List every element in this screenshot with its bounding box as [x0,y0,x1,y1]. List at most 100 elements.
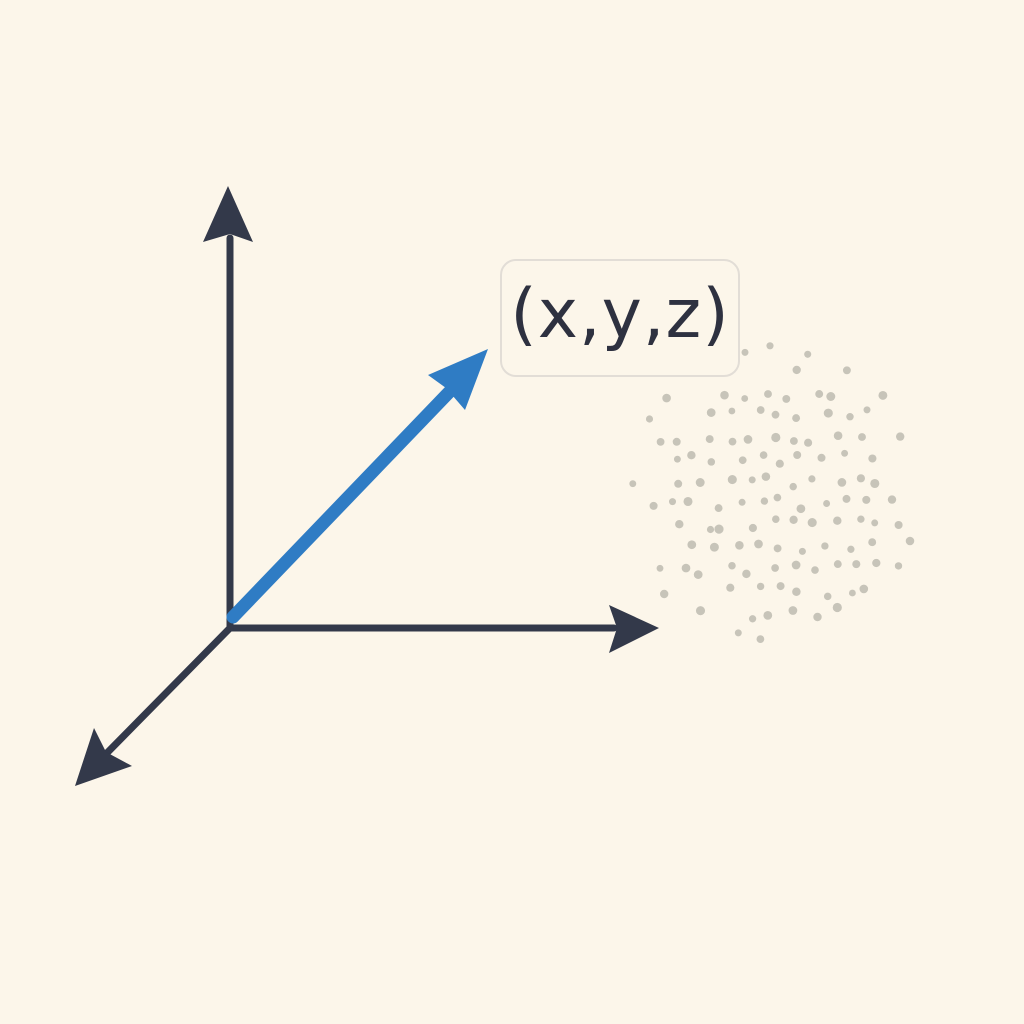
point-cloud-dot [815,390,824,398]
point-cloud-dot [706,408,716,417]
point-cloud-dot [645,415,654,423]
point-cloud-dot [894,562,903,570]
point-cloud-dot [695,478,705,487]
coordinate-label: (x,y,z) [510,275,730,354]
point-cloud-dot [789,515,798,524]
point-cloud-dot [709,542,719,552]
point-cloud-dot [788,606,798,615]
point-cloud-dot [728,407,736,415]
point-cloud-dot [748,523,757,533]
point-cloud-dot [773,544,782,553]
point-cloud-dot [743,435,753,444]
point-cloud-dot [741,395,749,402]
point-cloud-dot [727,475,737,485]
point-cloud-dot [735,541,744,550]
point-cloud-dot [821,542,829,550]
point-cloud-dot [629,480,637,488]
z-axis-line [100,624,234,760]
point-cloud-dot [748,476,756,484]
point-cloud-dot [720,390,729,400]
point-cloud-dot [798,547,806,555]
point-cloud-dot [870,478,880,489]
point-cloud-dot [776,582,785,591]
coordinate-label-box: (x,y,z) [500,259,740,377]
point-cloud-dot [754,539,763,549]
point-cloud-dot [674,479,683,488]
point-cloud-dot [683,496,693,507]
point-cloud-dot [887,495,897,504]
point-cloud-dot [856,474,866,483]
point-cloud-dot [656,437,665,446]
point-cloud-dot [796,504,806,514]
point-cloud-dot [833,516,842,525]
point-cloud-dot [672,437,681,446]
point-cloud-dot [793,451,802,459]
point-cloud-dot [748,615,757,623]
point-cloud-dot [771,564,779,572]
point-cloud-dot [813,612,822,622]
point-cloud-dot [756,635,765,643]
point-cloud-dot [871,519,879,527]
point-cloud-dot [792,587,801,597]
point-cloud-dot [687,451,696,460]
point-cloud-dot [728,561,736,570]
point-cloud-dot [852,560,861,569]
point-cloud-dot [771,432,781,443]
point-cloud-dot [862,495,871,504]
point-cloud-dot [858,433,866,441]
point-cloud-dot [742,569,751,579]
vector-arrowhead [428,349,488,410]
point-cloud-dot [823,500,831,507]
point-cloud-dot [706,525,715,534]
point-cloud-dot [660,589,669,599]
point-cloud-dot [823,592,832,601]
point-cloud-dot [841,449,849,457]
point-cloud-dot [789,482,797,491]
point-cloud-dot [842,494,851,503]
z-axis-arrowhead [75,728,132,786]
point-cloud-dot [872,558,881,568]
point-cloud-dot [792,414,801,423]
point-cloud-dot [756,406,765,414]
point-cloud-dot [832,602,842,613]
point-cloud-dot [759,451,768,459]
point-cloud-dot [656,564,664,572]
point-cloud-dot [662,393,671,403]
point-cloud-dot [868,454,877,463]
axes [75,186,659,786]
point-cloud-dot [756,582,765,591]
point-cloud-dot [868,538,877,547]
point-cloud-dot [775,459,784,468]
point-cloud-dot [738,456,747,465]
point-cloud-dot [808,475,816,483]
point-cloud-dot [693,570,703,579]
point-cloud-dot [804,350,812,358]
point-cloud-dot [878,390,888,400]
point-cloud-dot [811,566,819,574]
y-axis-arrowhead [203,186,253,242]
point-cloud-dot [728,437,737,446]
point-cloud-dot [741,348,749,356]
point-cloud-dot [833,431,843,441]
vector-line [226,378,463,624]
point-cloud-dot [707,458,716,466]
point-cloud-dot [649,501,658,510]
point-cloud-dot [804,438,813,447]
point-cloud-dot [842,366,851,375]
point-cloud-dot [773,493,782,502]
point-cloud-dot [695,606,706,616]
point-cloud-dot [669,498,676,506]
point-cloud-dot [738,498,746,506]
point-cloud-dot [761,472,771,481]
point-cloud-dot [792,365,801,375]
point-cloud-dot [905,536,915,546]
point-cloud-dot [675,520,684,529]
point-cloud-dot [714,504,723,513]
point-cloud-dot [791,560,801,570]
point-cloud-dot [673,455,681,463]
point-cloud-dot [782,394,791,403]
point-cloud-dot [772,515,780,523]
x-axis-arrowhead [609,605,659,653]
